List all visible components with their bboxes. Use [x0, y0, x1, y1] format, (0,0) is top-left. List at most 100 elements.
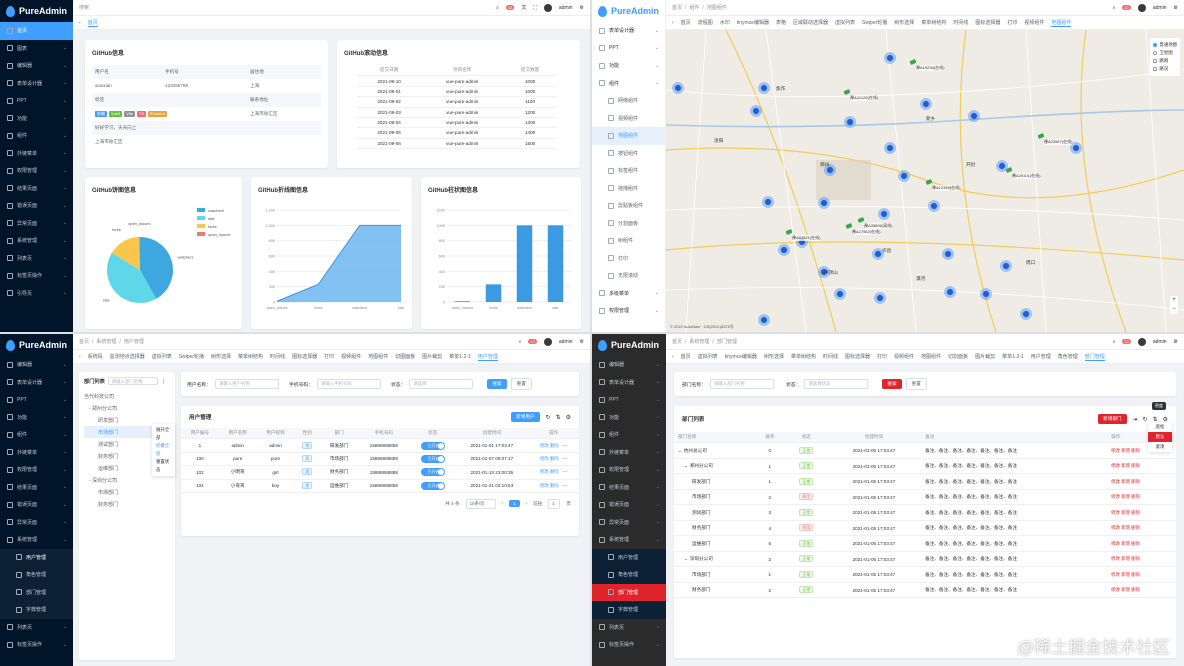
add-link[interactable]: 新增 — [1121, 478, 1131, 484]
breadcrumb-item[interactable]: 首页 — [672, 5, 683, 11]
edit-link[interactable]: 修改 — [1111, 463, 1120, 469]
legend-option[interactable]: 卫星图 — [1153, 49, 1177, 57]
cluster-marker[interactable] — [1000, 260, 1012, 272]
menu-item[interactable]: 剪贴板组件 — [592, 197, 665, 215]
cluster-marker[interactable] — [878, 208, 890, 220]
menu-item[interactable]: 外链菜单 ⌄ — [0, 444, 73, 462]
tab-item[interactable]: 菜单树结构 — [790, 354, 816, 360]
cluster-marker[interactable] — [1070, 142, 1082, 154]
menu-item[interactable]: 组件 ⌄ — [592, 75, 665, 93]
menu-item[interactable]: 外链菜单 ⌄ — [0, 145, 73, 163]
tree-search-input[interactable]: 请输入部门名称 — [107, 377, 158, 385]
breadcrumb-item[interactable]: 首页 — [79, 339, 90, 345]
tab-item[interactable]: 地图组件 — [921, 354, 942, 360]
gear-icon[interactable]: ⚙ — [579, 4, 584, 11]
delete-link[interactable]: 删除 — [1131, 540, 1141, 546]
menu-item[interactable]: 编辑器 ⌄ — [592, 356, 666, 374]
menu-item[interactable]: PPT ⌄ — [592, 391, 666, 409]
tab-item[interactable]: 菜单树结构 — [921, 20, 947, 26]
density-option[interactable]: 紧凑 — [1155, 444, 1165, 449]
breadcrumb-item[interactable]: 首页 — [672, 339, 683, 345]
tab-item[interactable]: 时间线 — [270, 354, 286, 360]
cluster-marker[interactable] — [920, 98, 932, 110]
menu-item[interactable]: 视频组件 — [592, 109, 665, 127]
tab-item[interactable]: 地图组件 — [368, 354, 389, 360]
add-link[interactable]: 新增 — [1121, 587, 1131, 593]
edit-link[interactable]: 修改 — [539, 482, 549, 488]
tab-item[interactable]: 图片裁剪 — [422, 354, 443, 360]
add-user-button[interactable]: 新增用户 — [511, 412, 540, 422]
menu-item[interactable]: 角色管理 — [0, 566, 73, 584]
delete-link[interactable]: 删除 — [549, 442, 559, 448]
bar[interactable] — [454, 301, 471, 302]
menu-item[interactable]: 系统管理 ⌄ — [0, 232, 73, 250]
tab-item[interactable]: 首页 — [680, 20, 691, 26]
density-option[interactable]: 默认 — [1148, 432, 1172, 442]
tree-node[interactable]: 测试部门 — [98, 441, 119, 448]
menu-item[interactable]: 外链菜单 ⌄ — [592, 444, 666, 462]
breadcrumb-item[interactable]: 用户管理 — [123, 339, 144, 345]
menu-item[interactable]: 功能 ⌄ — [592, 57, 665, 75]
menu-item[interactable]: 错误页面 ⌄ — [0, 197, 73, 215]
tab-item[interactable]: 图片裁剪 — [975, 354, 996, 360]
menu-item[interactable]: 权限管理 ⌄ — [0, 461, 73, 479]
refresh-icon[interactable]: ↻ — [1142, 416, 1148, 423]
breadcrumb-item[interactable]: 系统管理 — [689, 339, 710, 345]
tab-item[interactable]: 首页 — [680, 354, 691, 360]
density-icon[interactable]: ⇅ — [1152, 416, 1158, 423]
menu-item[interactable]: 首页 ⌄ — [0, 22, 73, 40]
delete-link[interactable]: 删除 — [1131, 494, 1141, 500]
menu-item[interactable]: 列表页 ⌄ — [592, 619, 666, 637]
legend-label[interactable]: open_issues — [208, 232, 230, 237]
menu-item[interactable]: 异常页面 ⌄ — [0, 215, 73, 233]
density-icon[interactable]: ⇅ — [555, 414, 561, 421]
menu-item[interactable]: 组件 ⌄ — [0, 127, 73, 145]
pie-slice[interactable] — [140, 237, 173, 299]
menu-item[interactable]: 列表页 ⌄ — [0, 619, 73, 637]
menu-item[interactable]: 异常页面 ⌄ — [592, 514, 666, 532]
avatar[interactable] — [1137, 3, 1146, 12]
tab-item[interactable]: Swiper轮播 — [178, 354, 205, 360]
cluster-marker[interactable] — [942, 248, 954, 260]
menu-item[interactable]: 用户管理 — [0, 548, 73, 566]
tab-item[interactable]: 图标选择器 — [975, 20, 1001, 26]
breadcrumb-item[interactable]: 地图组件 — [706, 5, 727, 11]
menu-item[interactable]: PPT ⌄ — [0, 92, 73, 110]
tab-item[interactable]: 树形选择 — [894, 20, 915, 26]
context-menu-item[interactable]: 展开全部 — [156, 427, 170, 440]
breadcrumb-item[interactable]: 系统管理 — [96, 339, 117, 345]
tag-prev-icon[interactable]: ‹ — [672, 19, 674, 26]
cluster-marker[interactable] — [874, 292, 886, 304]
menu-item[interactable]: 字典管理 — [0, 601, 73, 619]
cluster-marker[interactable] — [996, 160, 1008, 172]
gear-icon[interactable]: ⚙ — [1173, 338, 1178, 345]
page-1[interactable]: 1 — [509, 500, 520, 508]
cluster-marker[interactable] — [778, 244, 790, 256]
pie-slice[interactable] — [111, 237, 140, 270]
menu-item[interactable]: 功能 ⌄ — [0, 409, 73, 427]
cluster-marker[interactable] — [928, 200, 940, 212]
search-button[interactable]: 搜索 — [487, 379, 507, 389]
add-link[interactable]: 新增 — [1121, 525, 1131, 531]
menu-item[interactable]: 打印 — [592, 249, 665, 267]
delete-link[interactable]: 删除 — [1131, 525, 1141, 531]
cluster-marker[interactable] — [672, 82, 684, 94]
delete-link[interactable]: 删除 — [549, 469, 559, 475]
reset-button[interactable]: 重置 — [510, 378, 532, 390]
menu-item[interactable]: 功能 ⌄ — [0, 110, 73, 128]
tab-item[interactable]: 表格 — [775, 20, 786, 26]
edit-link[interactable]: 修改 — [1111, 447, 1120, 453]
cluster-marker[interactable] — [844, 116, 856, 128]
cluster-marker[interactable] — [1020, 308, 1032, 320]
tab-item[interactable]: 水印 — [719, 20, 730, 26]
edit-link[interactable]: 修改 — [1111, 587, 1120, 593]
cluster-marker[interactable] — [968, 110, 980, 122]
menu-item[interactable]: 表单设计器 ⌄ — [592, 374, 666, 392]
context-menu-item[interactable]: 折叠全部 — [156, 443, 170, 456]
menu-item[interactable]: 多级菜单 ⌄ — [592, 285, 665, 303]
menu-item[interactable]: 结果页面 ⌄ — [592, 479, 666, 497]
legend-option[interactable]: 路网 — [1153, 57, 1177, 65]
add-link[interactable]: 新增 — [1121, 540, 1131, 546]
menu-item[interactable]: 错误页面 ⌄ — [0, 496, 73, 514]
search-icon[interactable]: ⌕ — [496, 4, 499, 11]
